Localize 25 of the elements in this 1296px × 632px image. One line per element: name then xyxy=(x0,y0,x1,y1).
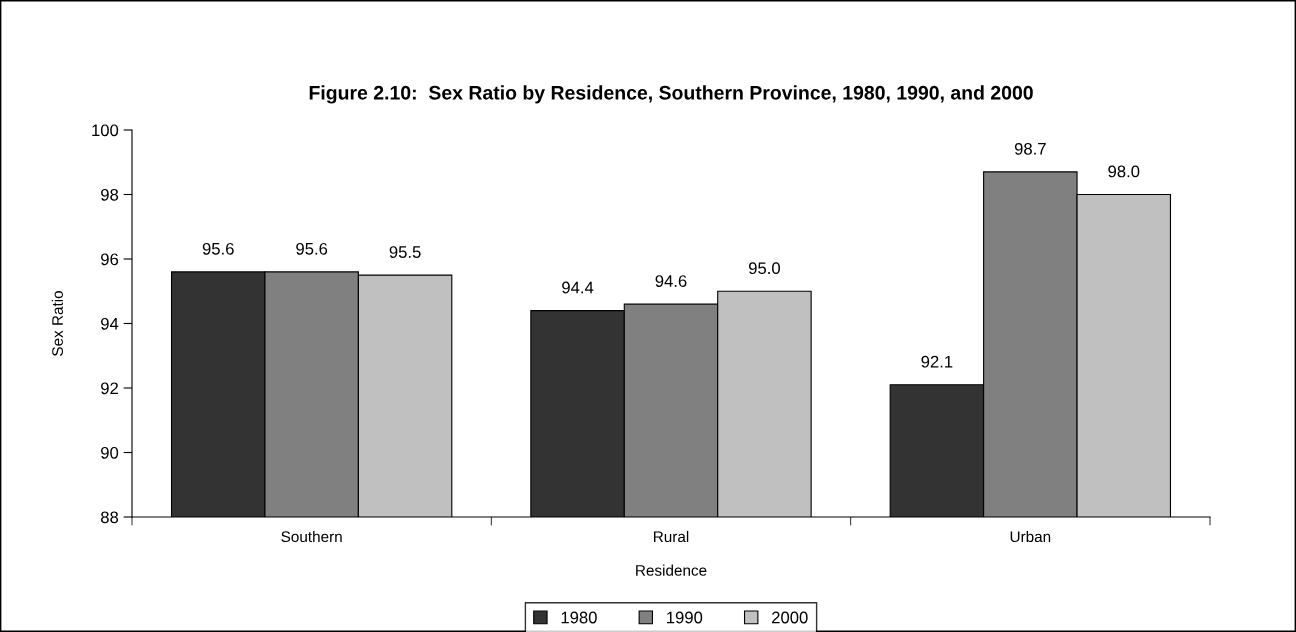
data-label: 95.5 xyxy=(389,246,421,258)
x-tick-label: Southern xyxy=(281,530,342,543)
chart-title: Figure 2.10: Sex Ratio by Residence, Southern Province, 1980, 1990, and 2000 xyxy=(309,85,1033,104)
x-tick-label: Rural xyxy=(654,530,689,543)
y-tick-label: 100 xyxy=(92,124,119,137)
x-tick-label: Urban xyxy=(1010,530,1051,543)
data-label: 92.1 xyxy=(921,355,953,368)
data-label: 94.6 xyxy=(655,275,687,287)
legend-label: 1980 xyxy=(561,611,597,624)
data-label: 95.6 xyxy=(202,242,234,255)
legend-label: 2000 xyxy=(772,611,808,624)
x-axis-title: Residence xyxy=(636,564,707,576)
y-tick-label: 96 xyxy=(101,253,119,266)
y-tick-label: 94 xyxy=(101,317,119,330)
y-tick-label: 90 xyxy=(101,446,119,459)
y-tick-label: 88 xyxy=(100,511,119,524)
y-tick-label: 92 xyxy=(101,382,118,395)
legend-label: 1990 xyxy=(667,611,703,624)
data-label: 95.6 xyxy=(296,242,328,255)
data-label: 98.0 xyxy=(1108,165,1140,178)
y-axis-title: Sex Ratio xyxy=(51,291,63,356)
data-label: 94.4 xyxy=(562,281,594,294)
y-tick-label: 98 xyxy=(101,188,119,201)
data-label: 98.7 xyxy=(1014,142,1046,155)
data-label: 95.0 xyxy=(748,262,780,275)
